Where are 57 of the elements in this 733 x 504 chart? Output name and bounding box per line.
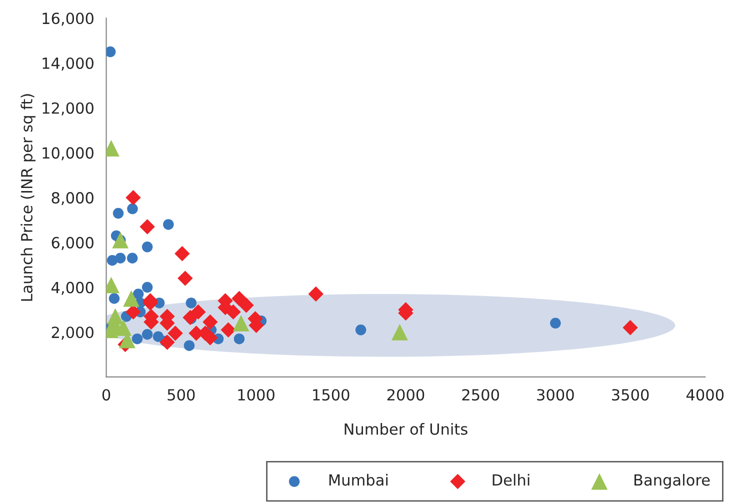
y-tick-label: 2,000: [52, 326, 94, 340]
x-tick-label: 4000: [686, 389, 724, 401]
point: [226, 304, 241, 320]
y-tick-label: 8,000: [52, 192, 94, 206]
point: [160, 334, 175, 350]
point: [178, 270, 193, 286]
x-tick-label: 3500: [612, 389, 649, 401]
point: [106, 46, 116, 58]
point: [142, 282, 153, 293]
point: [123, 290, 140, 307]
point: [127, 203, 138, 214]
point: [182, 310, 198, 326]
point: [163, 219, 174, 230]
point: [132, 333, 143, 344]
y-tick-label: 14,000: [42, 57, 94, 71]
point: [308, 286, 324, 302]
x-tick-label: 1500: [313, 389, 350, 401]
point: [114, 252, 126, 264]
point: [232, 314, 250, 332]
point: [355, 324, 366, 336]
y-tick-label: 4,000: [51, 282, 94, 295]
x-tick-label: 0: [102, 389, 110, 401]
legend-label: Mumbai: [329, 474, 388, 486]
point: [142, 242, 153, 252]
point: [126, 190, 141, 206]
point: [550, 318, 561, 329]
x-tick-label: 3000: [537, 389, 574, 401]
x-axis-title: Number of Units: [344, 423, 468, 435]
point: [190, 304, 206, 320]
point: [174, 246, 190, 262]
point: [140, 219, 155, 234]
point: [622, 320, 638, 336]
point: [238, 298, 254, 313]
legend-label: Bangalore: [634, 474, 710, 489]
point: [392, 324, 408, 340]
y-tick-label: 6,000: [52, 236, 94, 250]
point: [112, 208, 124, 219]
point: [202, 314, 218, 330]
point: [115, 319, 132, 336]
y-tick-label: 16,000: [42, 12, 94, 26]
point: [126, 252, 138, 264]
point: [234, 333, 245, 344]
point: [112, 232, 129, 248]
legend-label: Delhi: [492, 474, 530, 486]
y-tick-label: 12,000: [42, 102, 94, 116]
x-tick-label: 1000: [238, 389, 274, 401]
point: [142, 329, 153, 340]
x-tick-label: 2500: [462, 389, 499, 401]
point: [108, 293, 120, 304]
x-tick-label: 500: [168, 389, 195, 401]
x-tick-label: 2000: [387, 389, 424, 401]
y-axis-title: Launch Price (INR per sq ft): [20, 94, 36, 301]
point: [168, 326, 183, 341]
y-tick-label: 10,000: [42, 147, 94, 160]
point: [184, 340, 195, 351]
point: [220, 322, 236, 338]
point: [186, 298, 197, 308]
